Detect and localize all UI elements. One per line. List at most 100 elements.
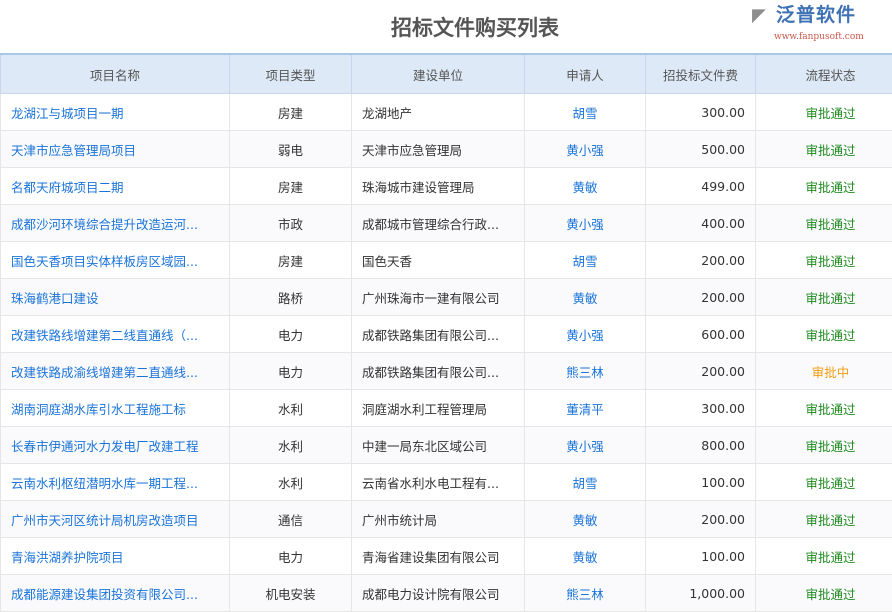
project-name-link[interactable]: 成都能源建设集团投资有限公司... xyxy=(0,574,230,612)
status: 审批通过 xyxy=(755,204,892,242)
table-row[interactable]: 珠海鹤港口建设 路桥 广州珠海市一建有限公司 黄敏 200.00 审批通过 xyxy=(0,278,892,316)
applicant[interactable]: 黄敏 xyxy=(524,500,646,538)
fee: 1,000.00 xyxy=(645,574,756,612)
status: 审批中 xyxy=(755,352,892,390)
project-type: 电力 xyxy=(229,352,352,390)
project-type: 水利 xyxy=(229,463,352,501)
project-name-link[interactable]: 广州市天河区统计局机房改造项目 xyxy=(0,500,230,538)
project-type: 电力 xyxy=(229,537,352,575)
construction-unit: 洞庭湖水利工程管理局 xyxy=(351,389,525,427)
project-name-link[interactable]: 长春市伊通河水力发电厂改建工程 xyxy=(0,426,230,464)
construction-unit: 云南省水利水电工程有... xyxy=(351,463,525,501)
project-name-link[interactable]: 改建铁路成渝线增建第二直通线... xyxy=(0,352,230,390)
applicant[interactable]: 胡雪 xyxy=(524,93,646,131)
status: 审批通过 xyxy=(755,574,892,612)
construction-unit: 中建一局东北区域公司 xyxy=(351,426,525,464)
fee: 300.00 xyxy=(645,389,756,427)
status: 审批通过 xyxy=(755,389,892,427)
construction-unit: 龙湖地产 xyxy=(351,93,525,131)
construction-unit: 国色天香 xyxy=(351,241,525,279)
watermark-url: www.fanpusoft.com xyxy=(774,32,864,42)
project-name-link[interactable]: 改建铁路线增建第二线直通线（... xyxy=(0,315,230,353)
status: 审批通过 xyxy=(755,93,892,131)
table-row[interactable]: 成都能源建设集团投资有限公司... 机电安装 成都电力设计院有限公司 熊三林 1,000… xyxy=(0,574,892,612)
applicant[interactable]: 黄敏 xyxy=(524,537,646,575)
project-type: 房建 xyxy=(229,241,352,279)
fee: 200.00 xyxy=(645,278,756,316)
construction-unit: 成都电力设计院有限公司 xyxy=(351,574,525,612)
table-row[interactable]: 名都天府城项目二期 房建 珠海城市建设管理局 黄敏 499.00 审批通过 xyxy=(0,167,892,205)
project-type: 房建 xyxy=(229,93,352,131)
fanpu-logo-icon: ◤ xyxy=(752,5,766,26)
table-row[interactable]: 长春市伊通河水力发电厂改建工程 水利 中建一局东北区域公司 黄小强 800.00 审批通过 xyxy=(0,426,892,464)
construction-unit: 成都城市管理综合行政... xyxy=(351,204,525,242)
project-name-link[interactable]: 名都天府城项目二期 xyxy=(0,167,230,205)
construction-unit: 广州市统计局 xyxy=(351,500,525,538)
project-name-link[interactable]: 珠海鹤港口建设 xyxy=(0,278,230,316)
project-type: 市政 xyxy=(229,204,352,242)
table-row[interactable]: 改建铁路线增建第二线直通线（... 电力 成都铁路集团有限公司... 黄小强 600.0… xyxy=(0,315,892,353)
status: 审批通过 xyxy=(755,241,892,279)
table-row[interactable]: 广州市天河区统计局机房改造项目 通信 广州市统计局 黄敏 200.00 审批通过 xyxy=(0,500,892,538)
table-row[interactable]: 成都沙河环境综合提升改造运河... 市政 成都城市管理综合行政... 黄小强 400.0… xyxy=(0,204,892,242)
project-type: 电力 xyxy=(229,315,352,353)
watermark-text: 泛普软件 xyxy=(776,4,857,26)
project-name-link[interactable]: 湖南洞庭湖水库引水工程施工标 xyxy=(0,389,230,427)
status: 审批通过 xyxy=(755,500,892,538)
status: 审批通过 xyxy=(755,130,892,168)
project-name-link[interactable]: 成都沙河环境综合提升改造运河... xyxy=(0,204,230,242)
tender-purchase-table: 项目名称 项目类型 建设单位 申请人 招投标文件费 流程状态 龙湖江与城项目一期… xyxy=(0,53,892,612)
applicant[interactable]: 董清平 xyxy=(524,389,646,427)
status: 审批通过 xyxy=(755,463,892,501)
table-row[interactable]: 改建铁路成渝线增建第二直通线... 电力 成都铁路集团有限公司... 熊三林 200.0… xyxy=(0,352,892,390)
column-header-fee[interactable]: 招投标文件费 xyxy=(645,53,756,94)
applicant[interactable]: 熊三林 xyxy=(524,574,646,612)
table-row[interactable]: 龙湖江与城项目一期 房建 龙湖地产 胡雪 300.00 审批通过 xyxy=(0,93,892,131)
column-header-status[interactable]: 流程状态 xyxy=(755,53,892,94)
construction-unit: 珠海城市建设管理局 xyxy=(351,167,525,205)
column-header-project-type[interactable]: 项目类型 xyxy=(229,53,352,94)
project-type: 水利 xyxy=(229,389,352,427)
table-row[interactable]: 云南水利枢纽潜明水库一期工程... 水利 云南省水利水电工程有... 胡雪 100.00… xyxy=(0,463,892,501)
column-header-project-name[interactable]: 项目名称 xyxy=(0,53,230,94)
fee: 100.00 xyxy=(645,463,756,501)
applicant[interactable]: 黄小强 xyxy=(524,426,646,464)
construction-unit: 成都铁路集团有限公司... xyxy=(351,315,525,353)
column-header-applicant[interactable]: 申请人 xyxy=(524,53,646,94)
project-name-link[interactable]: 天津市应急管理局项目 xyxy=(0,130,230,168)
applicant[interactable]: 胡雪 xyxy=(524,241,646,279)
project-type: 房建 xyxy=(229,167,352,205)
project-type: 水利 xyxy=(229,426,352,464)
applicant[interactable]: 黄敏 xyxy=(524,167,646,205)
status: 审批通过 xyxy=(755,278,892,316)
status: 审批通过 xyxy=(755,426,892,464)
status: 审批通过 xyxy=(755,167,892,205)
fee: 500.00 xyxy=(645,130,756,168)
fee: 499.00 xyxy=(645,167,756,205)
applicant[interactable]: 黄敏 xyxy=(524,278,646,316)
table-row[interactable]: 国色天香项目实体样板房区域园... 房建 国色天香 胡雪 200.00 审批通过 xyxy=(0,241,892,279)
fee: 400.00 xyxy=(645,204,756,242)
project-type: 机电安装 xyxy=(229,574,352,612)
project-name-link[interactable]: 青海洪湖养护院项目 xyxy=(0,537,230,575)
construction-unit: 成都铁路集团有限公司... xyxy=(351,352,525,390)
applicant[interactable]: 黄小强 xyxy=(524,204,646,242)
construction-unit: 天津市应急管理局 xyxy=(351,130,525,168)
applicant[interactable]: 熊三林 xyxy=(524,352,646,390)
watermark-logo: ◤ 泛普软件 www.fanpusoft.com xyxy=(752,4,892,48)
status: 审批通过 xyxy=(755,537,892,575)
applicant[interactable]: 黄小强 xyxy=(524,315,646,353)
applicant[interactable]: 胡雪 xyxy=(524,463,646,501)
project-type: 弱电 xyxy=(229,130,352,168)
table-row[interactable]: 青海洪湖养护院项目 电力 青海省建设集团有限公司 黄敏 100.00 审批通过 xyxy=(0,537,892,575)
project-name-link[interactable]: 龙湖江与城项目一期 xyxy=(0,93,230,131)
status: 审批通过 xyxy=(755,315,892,353)
column-header-construction-unit[interactable]: 建设单位 xyxy=(351,53,525,94)
fee: 100.00 xyxy=(645,537,756,575)
project-name-link[interactable]: 国色天香项目实体样板房区域园... xyxy=(0,241,230,279)
table-row[interactable]: 天津市应急管理局项目 弱电 天津市应急管理局 黄小强 500.00 审批通过 xyxy=(0,130,892,168)
table-header-row: 项目名称 项目类型 建设单位 申请人 招投标文件费 流程状态 xyxy=(0,53,892,94)
table-row[interactable]: 湖南洞庭湖水库引水工程施工标 水利 洞庭湖水利工程管理局 董清平 300.00 审批通过 xyxy=(0,389,892,427)
project-name-link[interactable]: 云南水利枢纽潜明水库一期工程... xyxy=(0,463,230,501)
applicant[interactable]: 黄小强 xyxy=(524,130,646,168)
